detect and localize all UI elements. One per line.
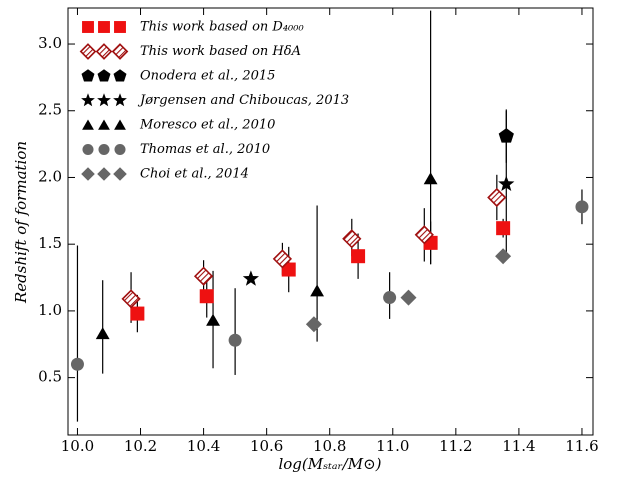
marker-hatched-diamond [111, 43, 129, 60]
plot-frame [67, 7, 594, 436]
marker-triangle [114, 119, 126, 130]
marker-pentagon [498, 128, 514, 143]
legend-label: Onodera et al., 2015 [140, 69, 275, 84]
marker-pentagon [81, 69, 95, 82]
marker-hatched-diamond [79, 43, 97, 60]
marker-square [82, 21, 94, 33]
x-tick-label: 10.6 [250, 437, 283, 455]
legend-label: This work based on D₄₀₀₀ [140, 20, 304, 35]
x-tick-label: 11.4 [502, 437, 535, 455]
marker-diamond [400, 289, 417, 306]
legend-label: Jørgensen and Chiboucas, 2013 [137, 93, 349, 108]
legend-label: Choi et al., 2014 [140, 167, 249, 182]
x-tick-label: 11.0 [376, 437, 409, 455]
marker-hatched-diamond [95, 43, 113, 60]
marker-circle [82, 143, 94, 156]
marker-square [351, 249, 366, 264]
marker-square [199, 289, 214, 304]
marker-circle [70, 357, 84, 371]
legend-label: Moresco et al., 2010 [139, 118, 275, 133]
marker-circle [383, 291, 397, 305]
y-tick-label: 0.5 [38, 368, 62, 386]
x-tick-label: 11.6 [565, 437, 598, 455]
marker-star [81, 93, 95, 107]
marker-hatched-diamond [342, 229, 362, 249]
y-tick-label: 2.5 [38, 101, 62, 119]
marker-circle [228, 333, 242, 347]
marker-star [498, 175, 515, 191]
y-tick-label: 3.0 [38, 34, 62, 52]
marker-square [130, 306, 145, 321]
marker-triangle [206, 313, 220, 326]
marker-hatched-diamond [121, 289, 141, 309]
marker-diamond [97, 167, 111, 181]
x-tick-label: 10.2 [124, 437, 157, 455]
y-axis-label: Redshift of formation [12, 141, 30, 304]
marker-pentagon [97, 69, 111, 82]
y-tick-label: 2.0 [38, 167, 62, 185]
x-tick-label: 10.0 [61, 437, 94, 455]
legend-label: Thomas et al., 2010 [140, 142, 270, 157]
marker-square [496, 221, 511, 236]
marker-star [97, 93, 111, 107]
marker-triangle [310, 284, 324, 297]
marker-hatched-diamond [414, 225, 434, 245]
marker-square [98, 21, 110, 33]
y-tick-label: 1.0 [38, 301, 62, 319]
marker-circle [98, 143, 110, 156]
marker-diamond [113, 167, 127, 181]
marker-circle [575, 200, 589, 214]
marker-triangle [98, 119, 110, 130]
marker-pentagon [113, 69, 127, 82]
marker-triangle [423, 172, 438, 185]
x-axis-label: log(Mₛₜₐᵣ/M⊙) [278, 455, 381, 473]
x-tick-label: 10.4 [187, 437, 220, 455]
marker-diamond [495, 248, 512, 265]
marker-hatched-diamond [272, 249, 293, 269]
marker-star [242, 270, 259, 286]
marker-triangle [95, 327, 110, 340]
y-tick-label: 1.5 [38, 234, 62, 252]
marker-star [113, 93, 127, 107]
marker-diamond [305, 316, 322, 333]
marker-square [281, 262, 296, 277]
x-tick-label: 10.8 [313, 437, 346, 455]
marker-hatched-diamond [487, 187, 507, 208]
x-tick-label: 11.2 [439, 437, 472, 455]
marker-triangle [82, 119, 94, 130]
marker-hatched-diamond [193, 266, 214, 286]
marker-square [114, 21, 126, 33]
marker-circle [114, 143, 126, 156]
marker-diamond [81, 167, 95, 181]
legend-label: This work based on HδA [140, 44, 301, 59]
